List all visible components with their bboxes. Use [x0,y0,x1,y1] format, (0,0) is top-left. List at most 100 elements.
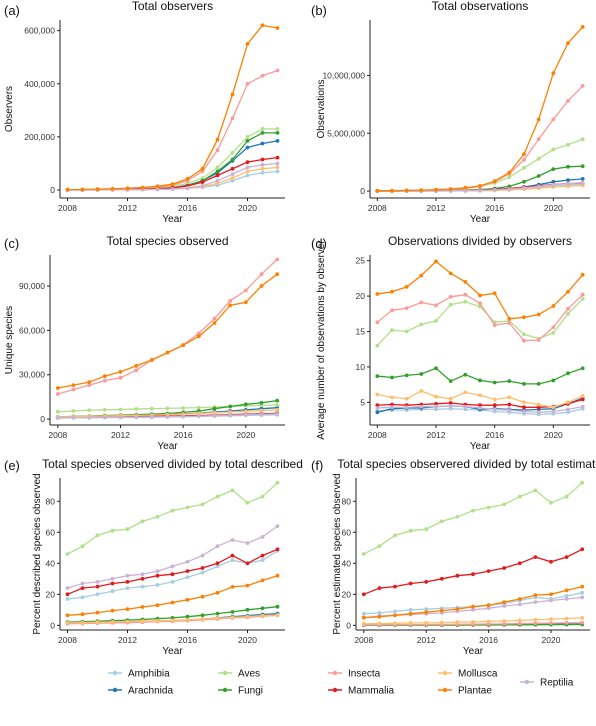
x-tick-label: 2012 [427,430,446,440]
data-point [507,175,512,180]
data-point [260,553,265,558]
data-point [533,621,538,626]
x-tick-label: 2020 [544,203,563,213]
data-point [243,288,248,293]
data-point [87,380,92,384]
data-point [486,603,491,608]
data-point [125,580,130,584]
data-point [102,415,107,420]
series-line [377,26,584,192]
data-point [517,618,522,623]
x-axis-label: Year [463,646,484,657]
x-tick-label: 2008 [368,203,387,213]
legend-label: Reptilia [540,678,574,689]
data-point [434,404,438,409]
data-point [275,398,280,403]
data-point [408,581,413,586]
data-point [196,414,201,418]
legend-item-amphibia: Amphibia [108,669,170,680]
data-point [507,379,512,383]
data-point [185,559,190,564]
data-point [165,350,170,355]
data-point [149,415,154,419]
data-point [245,561,250,566]
chart-panel-1: (a) Total observers 0 200,000 400,000 600,000… [4,0,285,225]
data-point [517,597,522,601]
data-point [215,178,220,183]
data-point [463,292,468,297]
y-axis-label: Percent estimated species observed [332,473,343,634]
chart-panel-2: (b) Total observations 0 5,000,000 10,000,00… [311,0,590,225]
legend-item-mollusca: Mollusca [438,669,498,680]
data-point [448,379,453,383]
series-insecta [375,84,585,193]
data-point [215,564,220,569]
data-point [492,291,497,296]
data-point [200,169,205,174]
data-point [522,400,526,405]
y-tick-label: 80 [342,496,352,506]
y-tick-label: 200,000 [24,132,55,142]
x-tick-label: 2012 [427,203,446,213]
x-tick-label: 2012 [417,635,436,645]
data-point [215,165,220,170]
data-point [259,408,264,413]
data-point [260,606,265,611]
legend-swatch-dot [112,670,118,676]
data-point [486,619,491,624]
data-point [243,402,248,407]
data-point [228,410,233,414]
data-point [155,187,160,192]
data-point [125,619,130,624]
data-point [448,187,453,191]
data-point [245,165,250,170]
data-point [478,188,482,193]
data-point [580,164,585,169]
data-point [549,617,553,621]
data-point [580,297,585,301]
y-tick-label: 30,000 [19,370,45,380]
data-point [522,405,526,410]
data-point [536,137,541,142]
data-point [502,600,507,604]
data-point [419,404,424,409]
data-point [549,621,553,625]
data-point [419,188,424,193]
x-tick-label: 2020 [544,430,563,440]
data-point [549,559,553,564]
data-point [536,338,541,342]
data-point [243,412,248,417]
data-point [463,407,468,412]
legend-label: Aves [238,669,260,680]
data-point [533,593,538,597]
data-point [80,581,85,586]
data-point [390,395,394,400]
data-point [522,315,526,320]
data-point [404,306,409,310]
data-point [478,406,482,410]
data-point [134,364,139,368]
data-point [566,410,570,415]
data-point [566,142,570,147]
data-point [551,405,556,410]
data-point [230,553,235,558]
data-point [502,619,507,623]
data-point [533,488,538,493]
data-point [566,178,570,183]
data-point [580,292,585,297]
legend-label: Fungi [238,686,263,697]
data-point [275,126,280,131]
data-point [566,306,570,311]
data-point [260,73,265,78]
data-point [65,621,70,625]
data-point [170,564,175,569]
data-point [536,174,541,178]
data-point [155,618,160,623]
data-point [463,188,468,193]
data-point [551,409,556,414]
data-point [196,331,201,336]
data-point [471,607,475,612]
data-point [580,480,585,485]
data-point [275,272,280,277]
data-point [181,414,186,419]
